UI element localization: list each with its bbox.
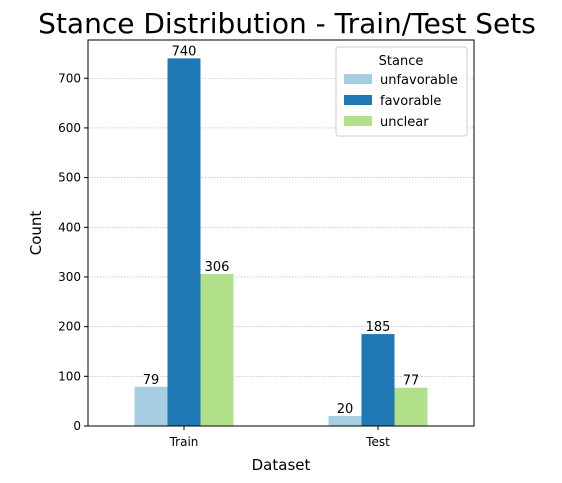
y-tick-label: 700 xyxy=(58,71,81,85)
data-labels: 79 20 740 185 306 77 xyxy=(143,44,420,417)
y-axis: 0 100 200 300 400 500 600 700 xyxy=(58,71,88,433)
y-axis-label: Count xyxy=(27,211,45,256)
y-tick-label: 200 xyxy=(58,320,81,334)
y-tick-label: 400 xyxy=(58,220,81,234)
bar-favorable-test xyxy=(361,334,395,426)
legend: Stance unfavorable favorable unclear xyxy=(335,46,468,137)
data-label: 185 xyxy=(366,320,391,335)
legend-label-unfavorable: unfavorable xyxy=(380,73,458,88)
bar-unclear-train xyxy=(200,273,234,426)
data-label: 306 xyxy=(205,260,230,275)
legend-label-unclear: unclear xyxy=(380,115,429,130)
gridlines xyxy=(88,77,474,427)
x-tick-label: Test xyxy=(365,435,390,449)
bar-favorable-train xyxy=(167,58,201,426)
y-tick-label: 300 xyxy=(58,270,81,284)
bar-unfavorable-test xyxy=(328,416,362,426)
legend-label-favorable: favorable xyxy=(380,94,441,109)
legend-swatch-unfavorable xyxy=(344,74,372,84)
y-tick-label: 600 xyxy=(58,121,81,135)
x-axis: Train Test xyxy=(169,426,390,449)
data-label: 20 xyxy=(337,402,354,417)
chart-title: Stance Distribution - Train/Test Sets xyxy=(38,7,536,40)
x-axis-label: Dataset xyxy=(252,456,311,474)
legend-title: Stance xyxy=(379,54,424,69)
bars xyxy=(134,58,428,426)
data-label: 740 xyxy=(172,44,197,59)
y-tick-label: 0 xyxy=(73,419,81,433)
y-tick-label: 500 xyxy=(58,171,81,185)
legend-items: unfavorable favorable unclear xyxy=(344,73,458,130)
bar-unclear-test xyxy=(394,387,428,426)
x-tick-label: Train xyxy=(169,435,199,449)
y-tick-label: 100 xyxy=(58,369,81,383)
data-label: 77 xyxy=(403,374,420,389)
legend-box xyxy=(335,46,468,137)
data-label: 79 xyxy=(143,373,160,388)
plot-frame xyxy=(87,39,475,427)
legend-swatch-unclear xyxy=(344,116,372,126)
legend-swatch-favorable xyxy=(344,95,372,105)
bar-unfavorable-train xyxy=(134,386,168,426)
